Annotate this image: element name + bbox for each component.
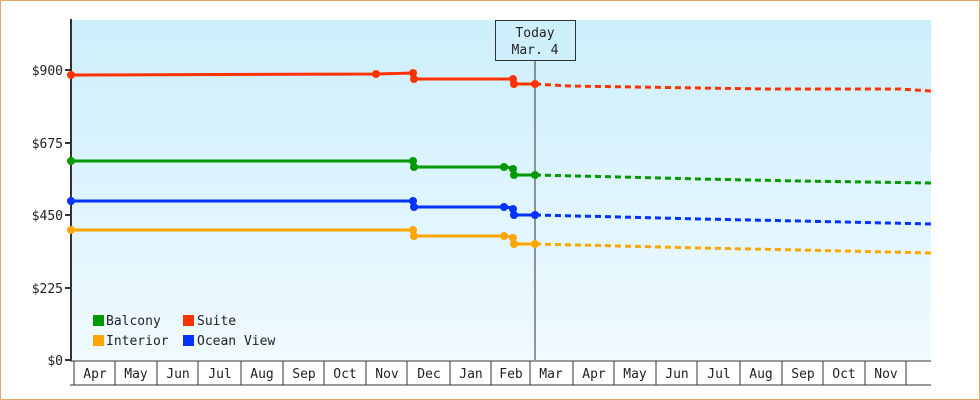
month-label: May (124, 367, 148, 382)
month-label: Jul (208, 367, 231, 382)
month-label: Jan (459, 367, 482, 382)
month-label: Oct (333, 367, 356, 382)
svg-text:Balcony: Balcony (106, 314, 161, 329)
y-tick-label: $675 (32, 137, 63, 152)
y-tick-label: $450 (32, 209, 63, 224)
interior-swatch-icon (93, 335, 104, 346)
month-label: Jun (665, 367, 688, 382)
month-label: Apr (83, 367, 107, 382)
month-label: Jul (707, 367, 730, 382)
svg-text:Suite: Suite (197, 314, 236, 329)
month-label: Feb (499, 367, 523, 382)
month-label: May (623, 367, 647, 382)
month-label: Nov (375, 367, 399, 382)
month-label: Nov (874, 367, 898, 382)
legend-item-balcony: Balcony (93, 314, 161, 329)
svg-text:Ocean View: Ocean View (197, 334, 275, 349)
suite-swatch-icon (183, 315, 194, 326)
month-label: Sep (292, 367, 316, 382)
x-axis (70, 360, 931, 386)
svg-text:Today: Today (515, 26, 554, 41)
legend-item-suite: Suite (183, 314, 236, 329)
legend: Balcony Suite Interior Ocean View (93, 314, 275, 349)
svg-text:Mar. 4: Mar. 4 (512, 43, 559, 58)
plot-area (72, 20, 931, 360)
legend-item-interior: Interior (93, 334, 169, 349)
y-ticks: $900 $675 $450 $225 $0 (32, 64, 71, 369)
y-tick-label: $0 (47, 354, 63, 369)
series-balcony (67, 157, 932, 185)
series-suite (67, 69, 932, 93)
month-label: Dec (417, 367, 440, 382)
y-tick-label: $225 (32, 282, 63, 297)
y-tick-label: $900 (32, 64, 63, 79)
series-interior (67, 226, 932, 255)
month-label: Jun (166, 367, 189, 382)
month-label: Sep (791, 367, 815, 382)
today-label: Today Mar. 4 (495, 20, 576, 61)
series-ocean-view (67, 197, 932, 226)
month-label: Oct (832, 367, 855, 382)
svg-text:Interior: Interior (106, 334, 169, 349)
x-tick-labels: Apr May Jun Jul Aug Sep Oct Nov Dec Jan … (83, 367, 898, 382)
month-label: Mar (539, 367, 563, 382)
month-label: Aug (250, 367, 273, 382)
legend-item-ocean-view: Ocean View (183, 334, 275, 349)
month-label: Aug (749, 367, 772, 382)
ocean-view-swatch-icon (183, 335, 194, 346)
month-label: Apr (582, 367, 606, 382)
balcony-swatch-icon (93, 315, 104, 326)
